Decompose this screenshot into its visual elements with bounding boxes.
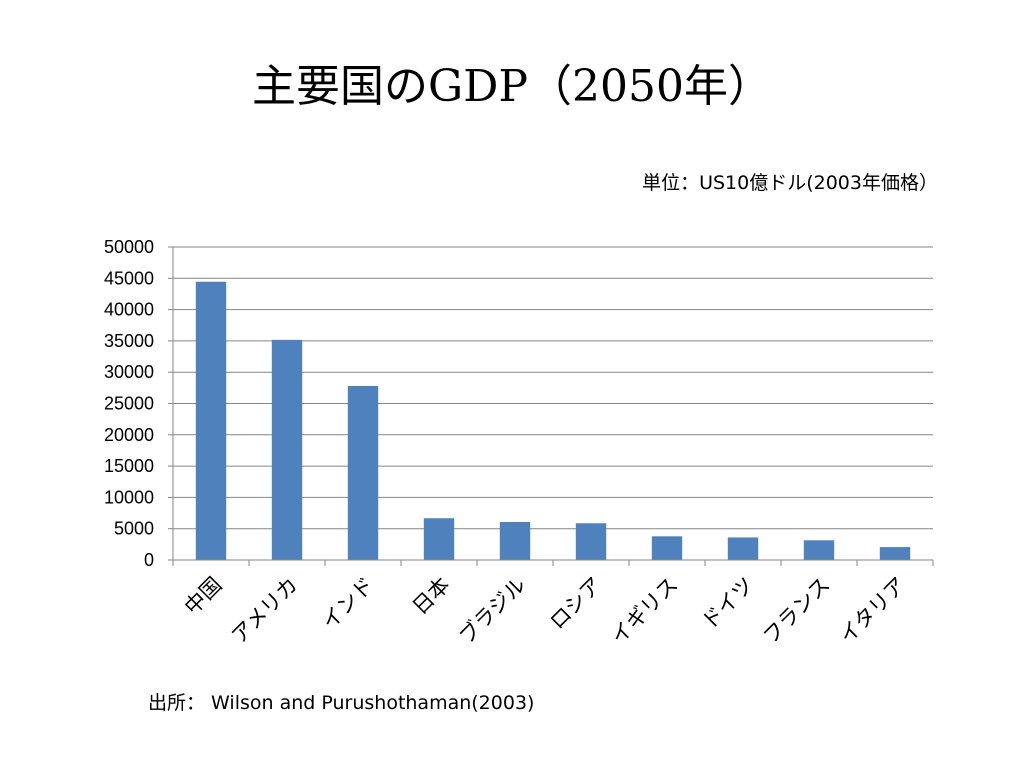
bar	[423, 518, 455, 560]
bar	[499, 521, 531, 560]
bar	[575, 523, 607, 560]
bar	[651, 536, 683, 560]
unit-note: 単位：US10億ドル(2003年価格）	[642, 172, 938, 194]
y-tick-label: 35000	[104, 331, 154, 351]
x-tick-label: イギリス	[607, 573, 683, 649]
source-note: 出所： Wilson and Purushothaman(2003)	[148, 692, 535, 714]
y-tick-label: 50000	[104, 237, 154, 257]
y-tick-label: 45000	[104, 268, 154, 288]
bar	[271, 339, 303, 560]
x-tick-label: ブラジル	[455, 573, 530, 648]
y-tick-label: 10000	[104, 487, 154, 507]
y-tick-label: 15000	[104, 456, 154, 476]
bar	[727, 537, 759, 560]
axes	[168, 246, 934, 566]
y-tick-label: 20000	[104, 425, 154, 445]
y-tick-label: 0	[144, 550, 154, 570]
x-tick-label: 中国	[181, 573, 227, 619]
slide-title: 主要国のGDP（2050年）	[251, 61, 772, 112]
x-tick-label: アメリカ	[228, 573, 303, 648]
x-tick-label: ドイツ	[698, 573, 759, 634]
y-tick-label: 40000	[104, 300, 154, 320]
bars	[195, 281, 911, 560]
bar	[195, 281, 227, 560]
x-tick-label: イタリア	[835, 573, 910, 648]
bar	[347, 385, 379, 560]
x-tick-label: 日本	[409, 573, 455, 619]
x-tick-label: ロシア	[546, 573, 607, 634]
x-tick-label: インド	[318, 573, 379, 634]
x-tick-label: フランス	[759, 573, 834, 648]
bar	[879, 547, 911, 560]
y-tick-label: 5000	[114, 519, 154, 539]
y-tick-label: 25000	[104, 394, 154, 414]
bar	[803, 540, 835, 560]
y-tick-label: 30000	[104, 362, 154, 382]
